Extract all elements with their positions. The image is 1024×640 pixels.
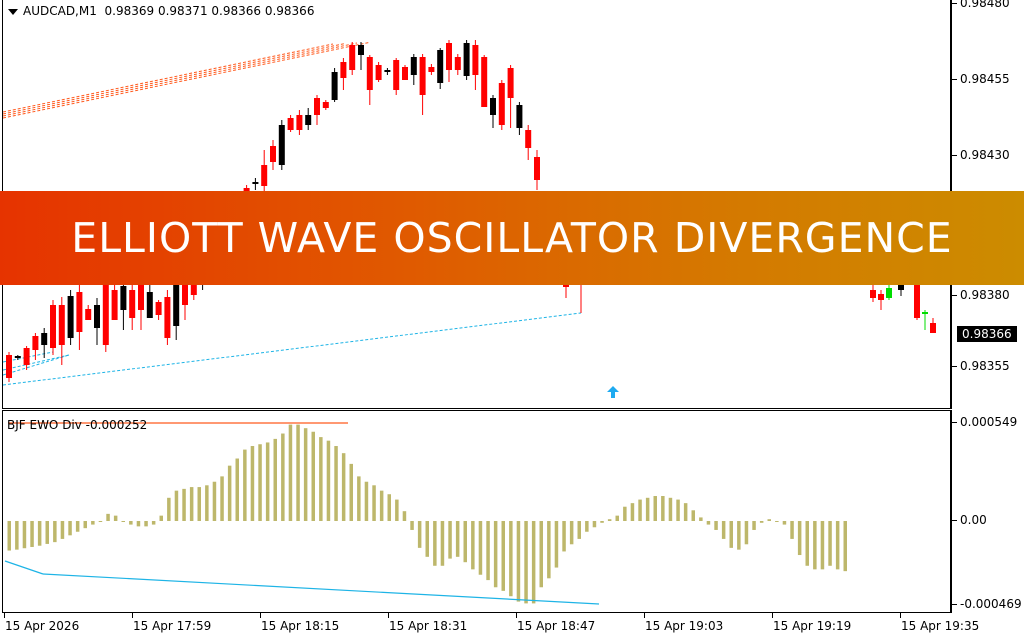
symbol-label: AUDCAD,M1 (23, 4, 97, 18)
value-tick (952, 604, 957, 605)
price-tick (952, 155, 957, 156)
banner-title: ELLIOTT WAVE OSCILLATOR DIVERGENCE (71, 214, 953, 262)
ewo-histogram-plot (4, 422, 847, 605)
time-tick-label: 15 Apr 18:15 (261, 619, 340, 633)
time-tick (644, 613, 645, 618)
time-tick (516, 613, 517, 618)
price-tick-label: 0.98480 (960, 0, 1010, 10)
price-tick (952, 3, 957, 4)
time-tick-label: 15 Apr 18:47 (517, 619, 596, 633)
time-tick (900, 613, 901, 618)
price-tick-label: 0.98380 (960, 288, 1010, 302)
time-axis: 15 Apr 2026 15 Apr 17:59 15 Apr 18:15 15 Ap… (0, 613, 1024, 640)
time-tick-label: 15 Apr 18:31 (389, 619, 468, 633)
time-tick-label: 15 Apr 19:35 (901, 619, 980, 633)
time-tick-label: 15 Apr 19:19 (773, 619, 852, 633)
time-tick (388, 613, 389, 618)
time-tick (132, 613, 133, 618)
time-tick-label: 15 Apr 19:03 (645, 619, 724, 633)
value-tick-label: 0.00 (960, 513, 987, 527)
value-tick (952, 520, 957, 521)
dropdown-triangle-icon[interactable] (8, 8, 18, 15)
current-price-tag: 0.98366 (957, 326, 1017, 342)
time-tick (4, 613, 5, 618)
candlestick-plot (3, 40, 936, 398)
value-tick (952, 422, 957, 423)
price-tick-label: 0.98430 (960, 148, 1010, 162)
value-tick-label: -0.000469 (960, 597, 1022, 611)
indicator-label: BJF EWO Div -0.000252 (7, 418, 148, 432)
ohlc-label: 0.98369 0.98371 0.98366 0.98366 (104, 4, 315, 18)
chart-symbol-header[interactable]: AUDCAD,M1 0.98369 0.98371 0.98366 0.9836… (8, 4, 314, 18)
price-tick-label: 0.98355 (960, 359, 1010, 373)
time-tick-label: 15 Apr 2026 (5, 619, 80, 633)
price-tick (952, 295, 957, 296)
price-tick-label: 0.98455 (960, 72, 1010, 86)
indicator-value-axis[interactable]: 0.000549 0.00 -0.000469 (951, 410, 1024, 613)
price-tick (952, 79, 957, 80)
title-banner: ELLIOTT WAVE OSCILLATOR DIVERGENCE (0, 191, 1024, 285)
time-tick-label: 15 Apr 17:59 (133, 619, 212, 633)
value-tick-label: 0.000549 (960, 415, 1018, 429)
price-tick (952, 366, 957, 367)
indicator-pane[interactable]: BJF EWO Div -0.000252 (2, 410, 951, 613)
time-tick (260, 613, 261, 618)
time-tick (772, 613, 773, 618)
